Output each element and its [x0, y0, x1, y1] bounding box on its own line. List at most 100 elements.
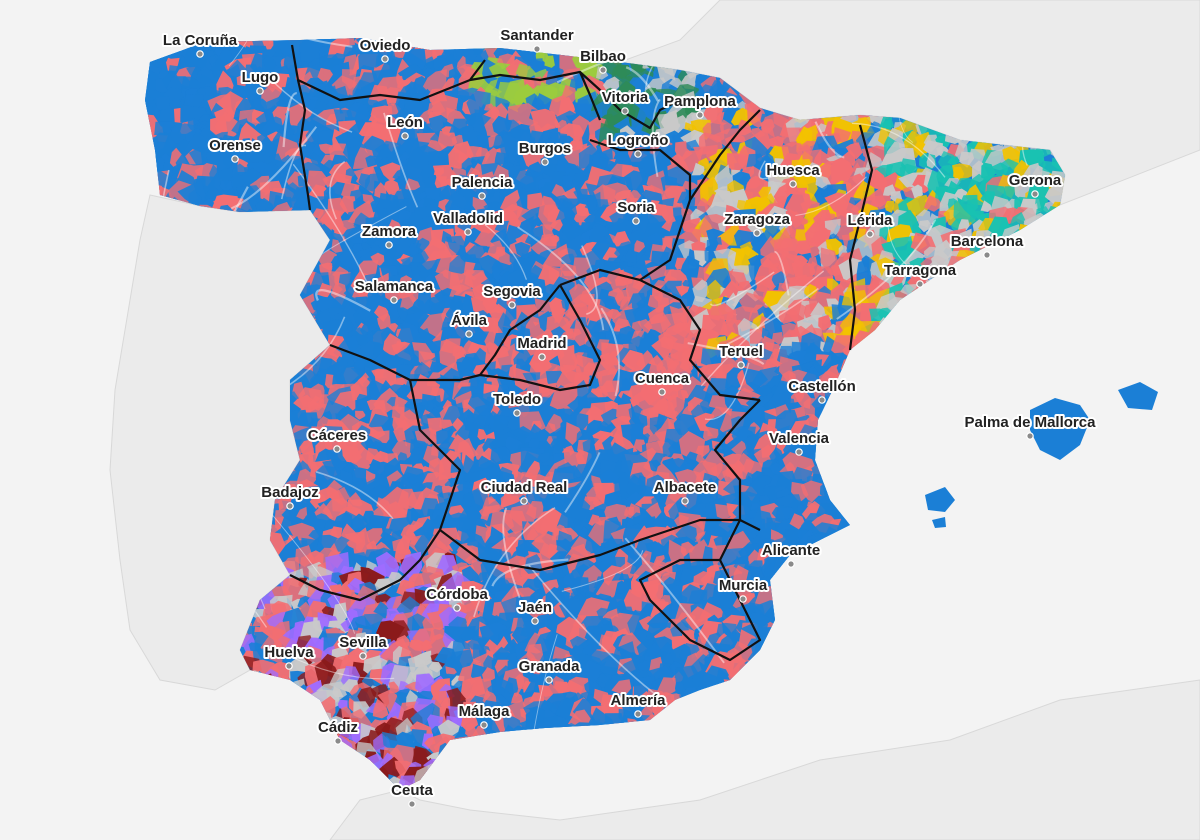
municipality	[942, 402, 966, 428]
municipality	[880, 527, 900, 548]
municipality	[937, 453, 953, 468]
municipality	[1049, 357, 1063, 379]
municipality	[1052, 382, 1065, 399]
municipality	[913, 643, 928, 656]
municipality	[974, 604, 990, 621]
municipality	[931, 577, 954, 598]
municipality	[295, 38, 317, 44]
municipality	[831, 568, 853, 587]
municipality	[1043, 491, 1063, 512]
municipality	[905, 291, 923, 313]
municipality	[926, 605, 956, 630]
municipality	[1007, 554, 1031, 585]
municipality	[936, 383, 953, 397]
municipality	[936, 294, 955, 312]
municipality	[942, 384, 965, 407]
municipality	[145, 38, 149, 48]
municipality	[836, 472, 859, 492]
municipality	[861, 552, 874, 566]
municipality	[172, 163, 182, 174]
municipality	[838, 560, 855, 579]
municipality	[1033, 272, 1060, 296]
municipality	[821, 629, 845, 649]
municipality	[417, 291, 432, 314]
municipality	[799, 611, 829, 635]
municipality	[924, 361, 947, 382]
municipality	[951, 611, 983, 640]
municipality	[937, 557, 971, 580]
municipality	[412, 38, 443, 45]
municipality	[867, 632, 891, 656]
municipality	[331, 239, 343, 253]
municipality	[121, 102, 139, 120]
municipality	[1043, 624, 1058, 643]
municipality	[931, 399, 959, 426]
municipality	[848, 346, 881, 373]
municipality	[847, 574, 869, 601]
municipality	[879, 549, 899, 565]
municipality	[816, 642, 829, 656]
municipality	[1033, 614, 1050, 635]
municipality	[965, 546, 987, 562]
municipality	[895, 373, 930, 407]
municipality	[910, 399, 932, 422]
municipality	[939, 374, 971, 394]
municipality	[1007, 550, 1033, 577]
municipality	[955, 446, 973, 464]
municipality	[923, 426, 945, 443]
municipality	[904, 376, 918, 391]
municipality	[1070, 301, 1082, 314]
municipality	[949, 290, 981, 317]
municipality	[1056, 608, 1065, 621]
municipality	[984, 327, 1004, 350]
municipality	[1010, 589, 1037, 617]
municipality	[948, 465, 966, 493]
municipality	[1033, 573, 1047, 587]
municipality	[889, 529, 908, 547]
municipality	[405, 111, 422, 124]
municipality	[1018, 383, 1040, 402]
municipality	[1071, 384, 1083, 398]
municipality	[1014, 525, 1026, 540]
municipality	[1003, 328, 1018, 348]
municipality	[1035, 231, 1047, 240]
municipality	[970, 531, 986, 543]
municipality	[937, 464, 955, 478]
municipality	[868, 435, 892, 458]
municipality	[879, 490, 903, 510]
municipality	[1038, 516, 1065, 547]
municipality	[1032, 527, 1054, 544]
municipality	[905, 581, 933, 611]
municipality	[1006, 538, 1018, 554]
municipality	[922, 625, 943, 642]
municipality	[989, 526, 1010, 551]
municipality	[836, 443, 861, 468]
municipality	[909, 532, 940, 564]
municipality	[1029, 321, 1045, 335]
municipality	[999, 554, 1018, 570]
municipality	[912, 435, 927, 457]
municipality	[969, 598, 992, 626]
municipality	[1031, 555, 1048, 573]
municipality	[1015, 493, 1048, 527]
municipality	[1053, 328, 1065, 353]
municipality	[1025, 571, 1044, 587]
municipality	[861, 638, 879, 660]
municipality	[781, 127, 806, 148]
municipality	[637, 38, 658, 48]
municipality	[1048, 319, 1065, 335]
municipality	[1044, 251, 1065, 275]
municipality	[846, 411, 863, 426]
municipality	[886, 629, 916, 656]
municipality	[905, 628, 921, 644]
municipality	[1008, 477, 1020, 488]
municipality	[908, 376, 925, 393]
municipality	[1051, 458, 1065, 488]
municipality	[980, 520, 992, 534]
municipality	[858, 574, 875, 590]
municipality	[808, 579, 822, 595]
municipality	[853, 481, 877, 503]
municipality	[884, 200, 895, 213]
municipality	[1032, 631, 1061, 660]
municipality	[1027, 260, 1055, 287]
